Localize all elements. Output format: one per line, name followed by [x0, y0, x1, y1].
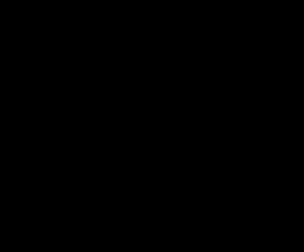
- Text: TERMINAL IDENTIFICATION: TERMINAL IDENTIFICATION: [11, 14, 234, 29]
